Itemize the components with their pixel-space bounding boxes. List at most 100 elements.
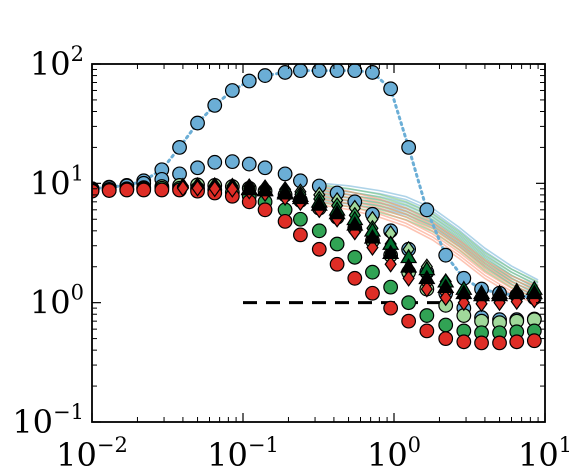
y-tick-label-exponent: −1 xyxy=(53,400,84,424)
x-tick-label-exponent: 1 xyxy=(559,433,572,457)
circle-marker xyxy=(241,156,257,172)
circle-marker xyxy=(329,236,345,252)
triangle-marker xyxy=(437,278,455,293)
x-tick-label-exponent: −1 xyxy=(248,433,279,457)
circle-marker xyxy=(383,279,399,295)
series-10 xyxy=(240,180,543,302)
x-tick-label: 100 xyxy=(367,433,421,474)
triangle-marker xyxy=(472,286,491,302)
circle-marker xyxy=(419,308,435,323)
circle-marker xyxy=(311,241,327,257)
triangle-marker xyxy=(240,180,258,196)
x-tick-label-base: 10 xyxy=(56,436,97,474)
y-tick-label-exponent: 0 xyxy=(71,281,84,305)
x-tick-label-exponent: 0 xyxy=(408,433,421,457)
circle-marker xyxy=(207,154,223,170)
circle-marker xyxy=(101,183,117,198)
y-tick-label-base: 10 xyxy=(30,284,71,322)
triangle-marker xyxy=(310,196,328,211)
x-tick-label: 10−2 xyxy=(56,433,128,474)
circle-marker xyxy=(190,115,205,131)
circle-marker xyxy=(347,64,363,79)
circle-marker xyxy=(257,68,273,83)
y-tick-label-exponent: 2 xyxy=(71,42,84,66)
circle-marker xyxy=(224,83,240,98)
circle-marker xyxy=(438,331,454,346)
circle-marker xyxy=(383,81,399,97)
triangle-marker xyxy=(256,181,274,197)
circle-marker xyxy=(526,333,542,349)
circle-marker xyxy=(257,202,273,218)
triangle-marker xyxy=(276,184,294,200)
triangle-marker xyxy=(508,284,526,300)
series-0 xyxy=(92,64,542,306)
circle-marker xyxy=(241,73,257,89)
diamond-marker xyxy=(176,179,190,197)
triangle-marker xyxy=(363,229,382,244)
circle-marker xyxy=(136,182,152,198)
circle-marker xyxy=(329,256,345,272)
circle-marker xyxy=(401,295,417,311)
diamond-marker xyxy=(384,255,397,273)
circle-marker xyxy=(293,211,308,227)
series-layer xyxy=(92,64,543,351)
diamond-marker xyxy=(226,180,239,198)
circle-marker xyxy=(347,249,363,265)
triangle-marker xyxy=(346,216,364,231)
circle-marker xyxy=(224,154,240,170)
x-tick-label-base: 10 xyxy=(207,436,248,474)
circle-marker xyxy=(190,160,205,176)
circle-marker xyxy=(293,64,308,79)
circle-marker xyxy=(438,247,454,263)
x-tick-label: 10−1 xyxy=(207,433,279,474)
y-tick-label-base: 10 xyxy=(30,45,71,83)
circle-marker xyxy=(492,335,507,351)
y-tick-label: 100 xyxy=(30,281,84,322)
y-tick-label: 102 xyxy=(30,42,84,83)
diamond-marker xyxy=(420,280,433,298)
circle-marker xyxy=(401,140,417,155)
diamond-marker xyxy=(439,289,452,307)
circle-marker xyxy=(293,227,308,243)
diamond-marker xyxy=(402,269,415,287)
triangle-marker xyxy=(291,189,309,205)
circle-marker xyxy=(474,335,489,351)
circle-marker xyxy=(365,65,380,80)
circle-marker xyxy=(277,213,293,229)
circle-marker xyxy=(419,202,435,218)
triangle-marker xyxy=(418,269,436,285)
circle-marker xyxy=(277,65,293,80)
triangle-marker xyxy=(455,284,473,300)
x-tick-label-base: 10 xyxy=(518,436,559,474)
triangle-marker xyxy=(328,204,346,220)
axis-ticks-layer xyxy=(91,63,546,423)
y-tick-label-base: 10 xyxy=(12,403,53,441)
circle-marker xyxy=(365,264,380,280)
y-tick-label: 10−1 xyxy=(12,400,84,441)
circle-marker xyxy=(401,313,417,329)
triangle-marker xyxy=(525,284,543,300)
circle-marker xyxy=(277,166,293,182)
circle-marker xyxy=(207,97,223,113)
x-tick-label-exponent: −2 xyxy=(97,433,128,457)
circle-marker xyxy=(154,182,170,198)
circle-marker xyxy=(365,285,380,301)
y-tick-label-base: 10 xyxy=(30,164,71,202)
circle-marker xyxy=(172,140,187,155)
triangle-marker xyxy=(400,258,418,273)
circle-marker xyxy=(438,317,454,333)
circle-marker xyxy=(119,182,135,198)
y-tick-label-exponent: 1 xyxy=(71,161,84,185)
diamond-marker xyxy=(191,179,204,197)
circle-marker xyxy=(329,64,345,79)
circle-marker xyxy=(311,64,327,79)
triangle-marker xyxy=(382,244,400,259)
circle-marker xyxy=(509,334,525,350)
x-tick-label-base: 10 xyxy=(367,436,408,474)
circle-marker xyxy=(419,323,435,339)
x-tick-label: 101 xyxy=(518,433,572,474)
plot-frame xyxy=(91,63,546,423)
circle-marker xyxy=(257,160,273,176)
